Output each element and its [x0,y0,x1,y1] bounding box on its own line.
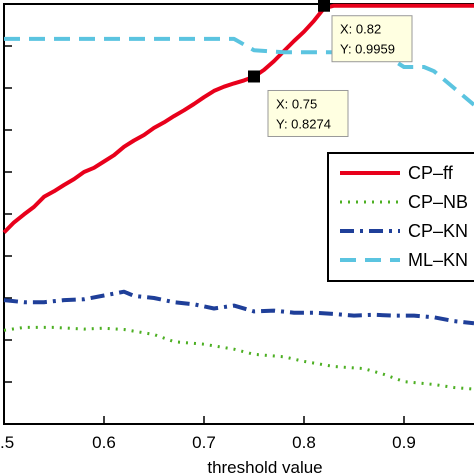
series-lines [2,3,474,391]
legend-label: ML–KN [408,250,468,270]
datatip-box [331,15,413,63]
legend-label: CP–NB [408,192,468,212]
legend-label: CP–ff [408,163,454,183]
datatip-x-label: X: 0.82 [340,22,381,37]
x-tick-label: 0.7 [192,433,216,452]
axes: .5 0.6 0.7 0.8 0.9 [0,3,474,452]
series-line-3 [4,36,474,107]
x-tick-label: 0.9 [392,433,416,452]
x-tick-label: 0.8 [292,433,316,452]
datatip-y-label: Y: 0.9959 [340,42,395,57]
series-line-1 [3,325,474,391]
datatip-y-label: Y: 0.8274 [276,116,331,131]
datatip-box [267,89,349,137]
datatip-marker[interactable] [318,0,330,12]
x-tick-label: 0.6 [92,433,116,452]
x-axis-title: threshold value [207,458,322,474]
legend-label: CP–KN [408,221,468,241]
series-line-0 [2,3,474,234]
datatip-x-label: X: 0.75 [276,96,317,111]
datatip-marker[interactable] [248,70,260,83]
legend: CP–ff CP–NB CP–KN ML–KN [327,152,474,282]
datatips: X: 0.82 Y: 0.9959 X: 0.75 Y: 0.8274 [248,0,413,137]
series-line-2 [3,289,474,326]
x-tick-label: .5 [0,433,14,452]
